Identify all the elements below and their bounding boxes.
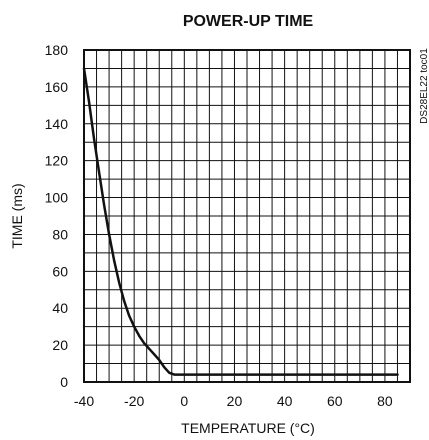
x-tick-label: 40 [277, 393, 293, 409]
y-tick-label: 60 [52, 263, 68, 279]
plot-frame [83, 49, 411, 383]
x-tick-labels: -40 -20 0 20 40 60 80 [74, 393, 393, 409]
x-axis-label: TEMPERATURE (°C) [181, 420, 315, 436]
power-up-time-line [82, 67, 399, 376]
x-tick-label: -40 [74, 393, 94, 409]
x-tick-label: 20 [227, 393, 243, 409]
y-tick-label: 0 [60, 374, 68, 390]
y-tick-label: 120 [45, 153, 69, 169]
x-tick-label: 80 [377, 393, 393, 409]
y-tick-label: 40 [52, 300, 68, 316]
y-tick-label: 80 [52, 226, 68, 242]
x-tick-label: 0 [180, 393, 188, 409]
y-axis-label: TIME (ms) [9, 183, 25, 248]
document-code: DS28EL22 toc01 [419, 48, 429, 124]
grid-lines [84, 50, 410, 382]
y-tick-label: 160 [45, 79, 69, 95]
y-tick-label: 180 [45, 42, 69, 58]
y-tick-label: 140 [45, 116, 69, 132]
y-tick-label: 20 [52, 337, 68, 353]
x-tick-label: -20 [124, 393, 144, 409]
chart-title: POWER-UP TIME [183, 13, 314, 30]
y-tick-label: 100 [45, 190, 69, 206]
x-tick-label: 60 [327, 393, 343, 409]
y-tick-labels: 0 20 40 60 80 100 120 140 160 180 [45, 42, 69, 390]
